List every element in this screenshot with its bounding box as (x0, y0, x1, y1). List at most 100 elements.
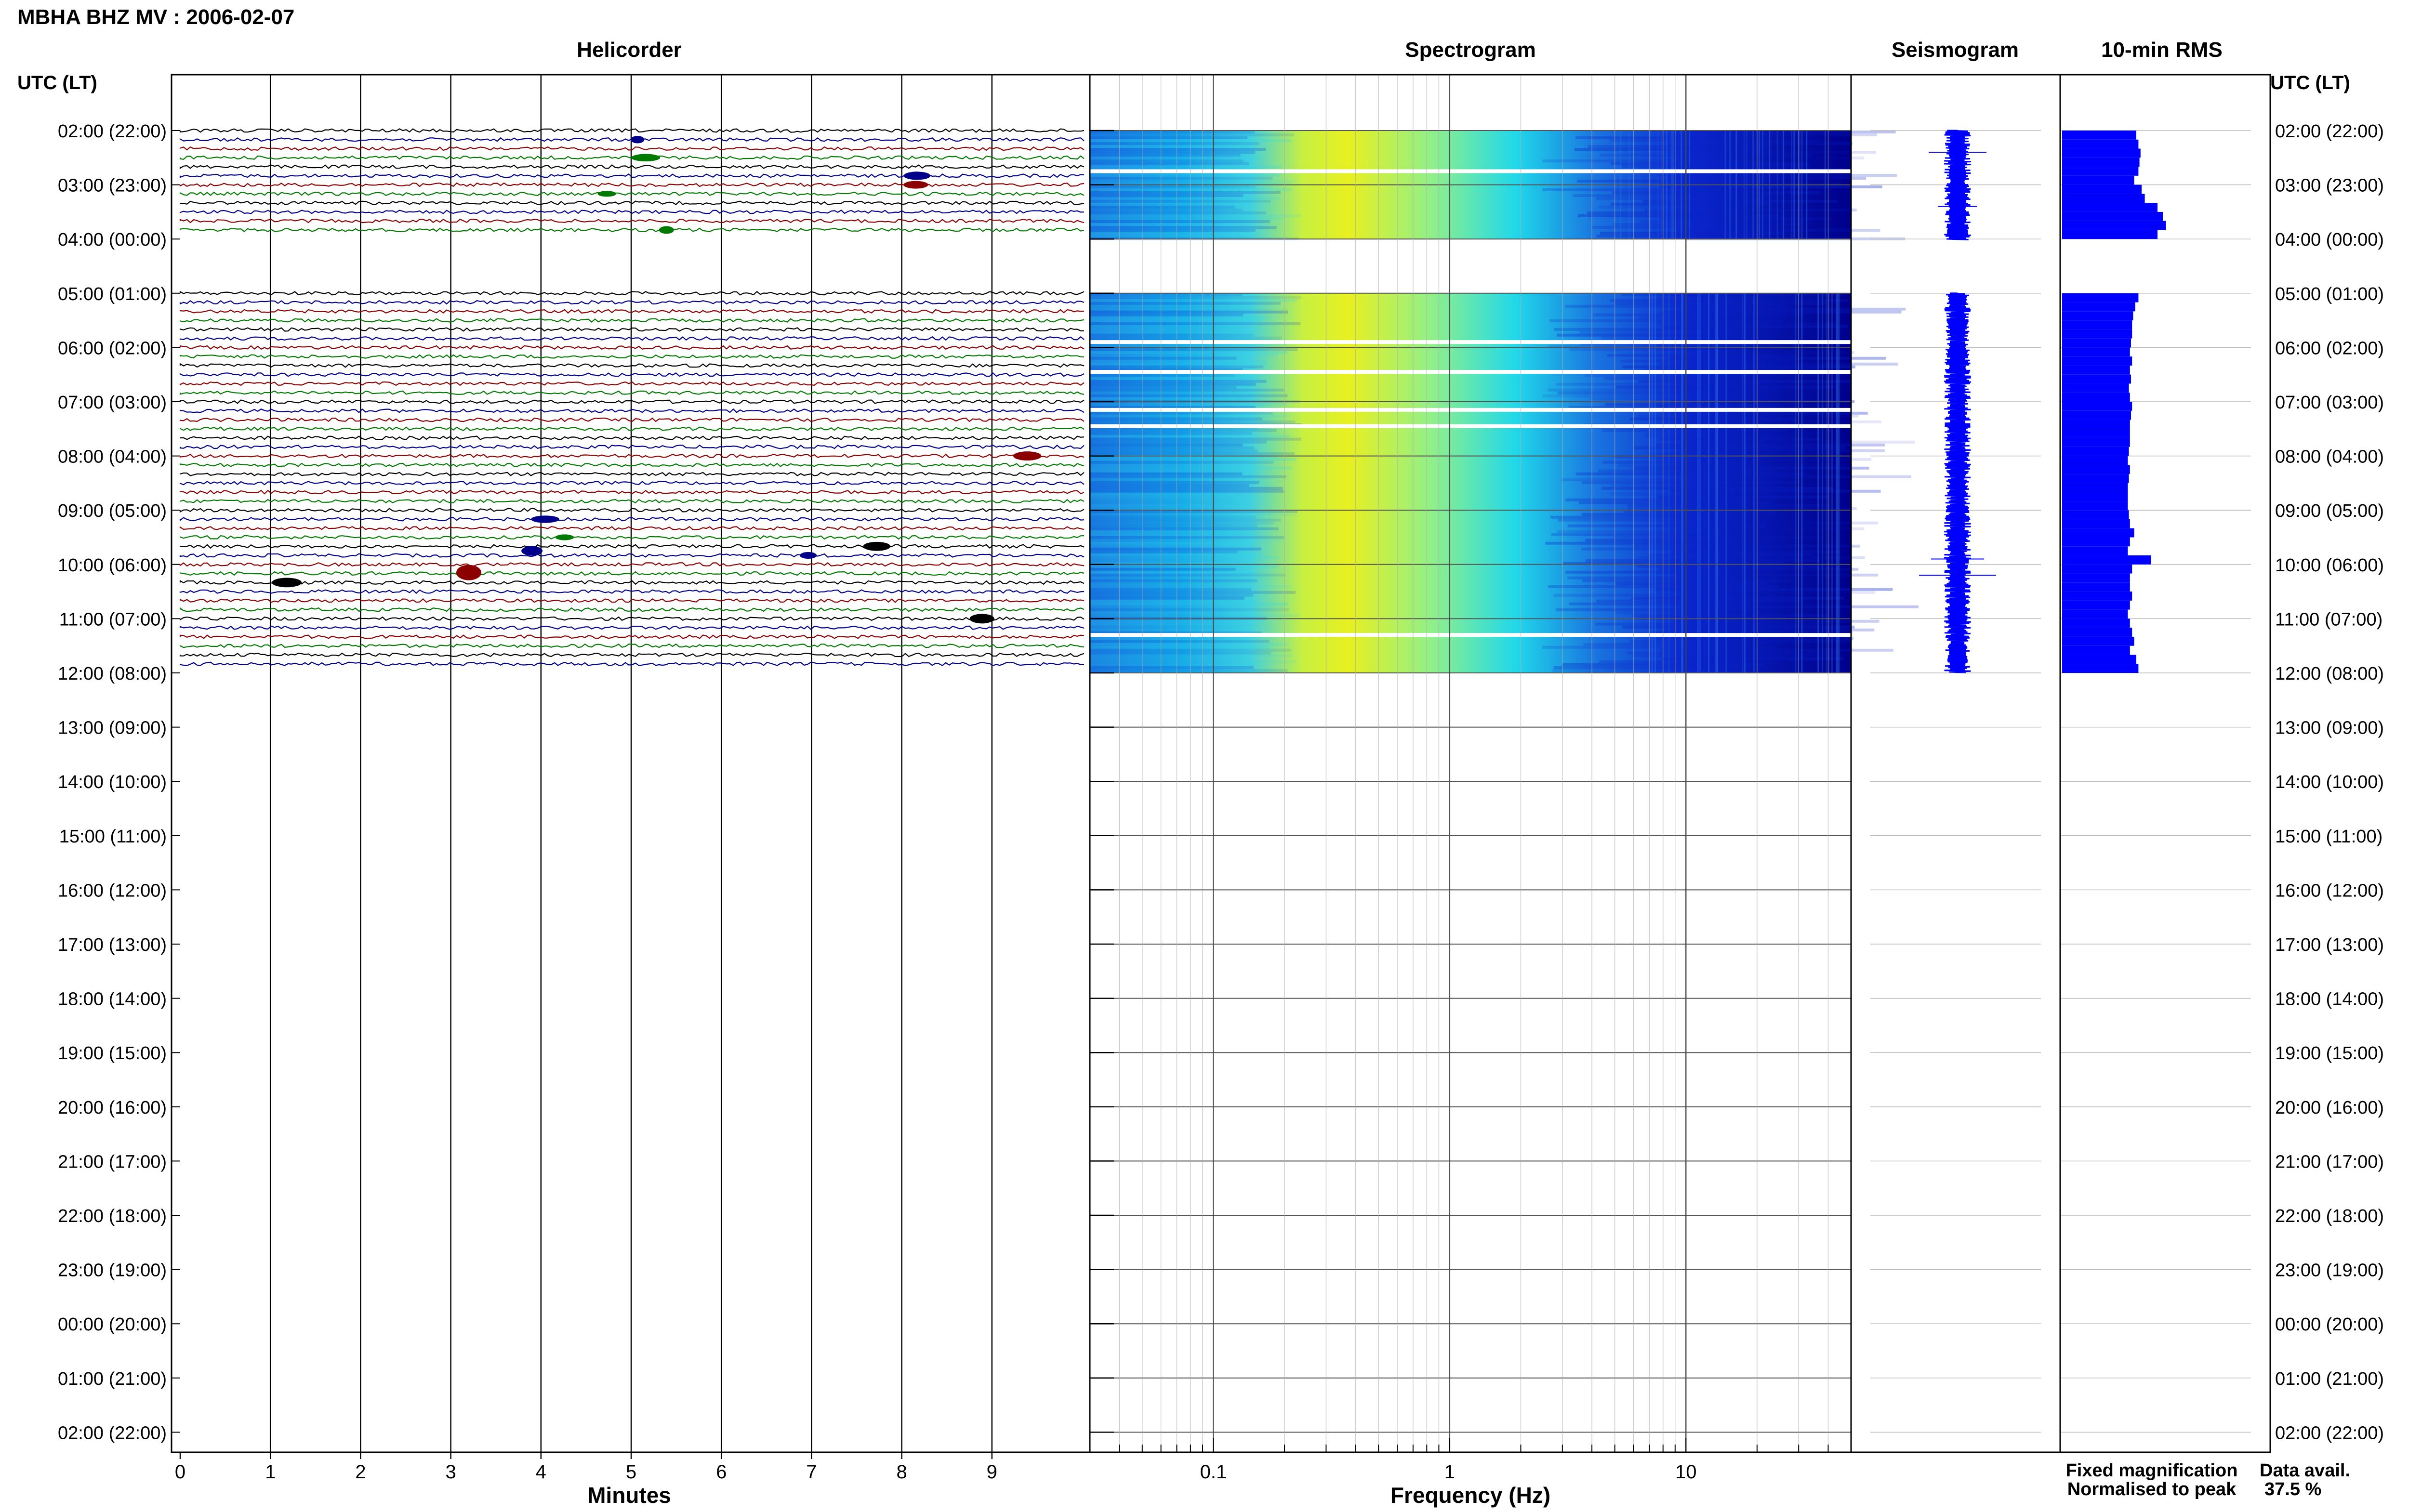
spectrogram-texture (1643, 200, 1838, 203)
rms-bar (2062, 131, 2136, 140)
rms-bar (2062, 211, 2163, 221)
spectrogram-texture (1090, 533, 1235, 536)
spectrogram-texture (1090, 388, 1284, 392)
spectrogram-texture (1090, 316, 1266, 319)
spectrogram-texture (1090, 165, 1282, 168)
hour-label-left: 22:00 (18:00) (58, 1206, 167, 1226)
hour-label-left: 14:00 (10:00) (58, 772, 167, 792)
spectrogram-texture (1552, 669, 1743, 672)
spectrogram-texture (1655, 443, 1885, 447)
legend-fixed-magnification: Fixed magnification (2066, 1460, 2238, 1481)
spectrogram-texture (1090, 432, 1252, 435)
spectrogram-texture (1090, 154, 1241, 157)
hour-label-left: 21:00 (17:00) (58, 1152, 167, 1172)
hour-label-right: 22:00 (18:00) (2275, 1206, 2384, 1226)
helicorder-trace (179, 571, 1085, 576)
rms-bar (2062, 582, 2130, 592)
spectrogram-texture (1090, 356, 1237, 360)
helicorder-trace (179, 544, 1085, 549)
spectrogram-texture (1090, 599, 1257, 603)
hour-label-right: 07:00 (03:00) (2275, 393, 2384, 413)
hour-label-right: 16:00 (12:00) (2275, 881, 2384, 901)
spectrogram-texture (1660, 362, 1898, 366)
spectrogram-texture (1610, 299, 1849, 302)
hour-label-left: 05:00 (01:00) (58, 284, 167, 304)
spectrogram-texture (1090, 380, 1267, 383)
spectrogram-gap (1090, 408, 1851, 412)
rms-bar (2062, 158, 2140, 167)
spectrogram-texture (1587, 211, 1741, 214)
rms-bar (2062, 465, 2130, 474)
spectrogram-texture (1090, 614, 1300, 617)
panel-title-helicorder: Helicorder (577, 38, 682, 62)
spectrogram-texture (1599, 660, 1744, 663)
spectrogram-texture (1090, 663, 1260, 666)
spectrogram-texture (1681, 293, 1683, 673)
spectrogram-texture (1651, 631, 1853, 634)
helicorder-trace (179, 155, 1085, 160)
data-availability-value: 37.5 % (2264, 1479, 2321, 1499)
spectrogram-texture (1090, 180, 1297, 183)
spectrogram-texture (1622, 625, 1855, 629)
spectrogram-texture (1655, 591, 1876, 594)
spectrogram-texture (1683, 307, 1906, 311)
spectrogram-texture (1553, 593, 1753, 597)
spectrogram-texture (1090, 174, 1281, 177)
spectrogram-texture (1556, 382, 1759, 386)
spectrogram-texture (1567, 524, 1767, 527)
rms-bar (2062, 438, 2130, 447)
utc-label-right: UTC (LT) (2270, 72, 2350, 93)
spectrogram-texture (1090, 602, 1289, 605)
spectrogram-texture (1090, 417, 1263, 421)
spectrogram-texture (1090, 328, 1252, 331)
seismogram-trace (1944, 130, 1971, 240)
helicorder-trace (179, 210, 1085, 214)
spectrogram-texture (1567, 576, 1723, 579)
spectrogram-texture (1651, 293, 1653, 673)
spectrogram-gap (1090, 424, 1851, 428)
helicorder-trace (179, 444, 1085, 449)
spectrogram-texture (1090, 596, 1244, 600)
hour-label-right: 10:00 (06:00) (2275, 555, 2384, 576)
spectrogram-texture (1600, 232, 1783, 235)
helicorder-trace (179, 517, 1085, 522)
spectrogram-texture (1090, 203, 1256, 206)
spectrogram-texture (1598, 469, 1777, 473)
helicorder-trace (179, 625, 1085, 630)
spectrogram-texture (1090, 330, 1240, 334)
spectrogram-texture (1575, 136, 1740, 139)
spectrogram-texture (1613, 455, 1771, 458)
spectrogram-texture (1623, 510, 1778, 513)
spectrogram-texture (1090, 588, 1252, 591)
x-axis-ticks: 0 1 2 3 4 5 6 7 8 9 0.1 1 10 (175, 1438, 1852, 1483)
spectrogram-texture (1660, 437, 1821, 441)
spectrogram-texture (1090, 657, 1241, 660)
utc-label-left: UTC (LT) (17, 72, 97, 93)
spectrogram-texture (1090, 593, 1253, 597)
spectrogram-texture (1090, 325, 1239, 328)
spectrogram-texture (1090, 443, 1243, 447)
spectrogram-texture (1641, 220, 1812, 223)
hour-label-left: 00:00 (20:00) (58, 1315, 167, 1335)
spectrogram-texture (1090, 437, 1301, 441)
spectrogram-texture (1090, 226, 1277, 229)
rms-bar (2062, 564, 2132, 574)
spectrogram-texture (1633, 446, 1846, 449)
spectrogram-texture (1542, 159, 1715, 162)
spectrogram-texture (1090, 507, 1253, 510)
hour-label-right: 17:00 (13:00) (2275, 935, 2384, 955)
panel-title-spectrogram: Spectrogram (1405, 38, 1535, 62)
spectrogram-texture (1681, 605, 1919, 608)
helicorder-trace (179, 381, 1085, 386)
helicorder-event (272, 578, 302, 588)
helicorder-trace (179, 227, 1085, 233)
spectrogram-texture (1090, 530, 1243, 533)
spectrogram-texture (1090, 643, 1287, 646)
hour-label-left: 17:00 (13:00) (58, 935, 167, 955)
spectrogram-texture (1090, 452, 1295, 455)
spectrogram-texture (1090, 420, 1296, 423)
spectrogram-texture (1090, 469, 1256, 473)
spectrogram-texture (1685, 131, 1896, 133)
spectrogram-texture (1090, 478, 1240, 481)
spectrogram-texture (1681, 475, 1911, 478)
